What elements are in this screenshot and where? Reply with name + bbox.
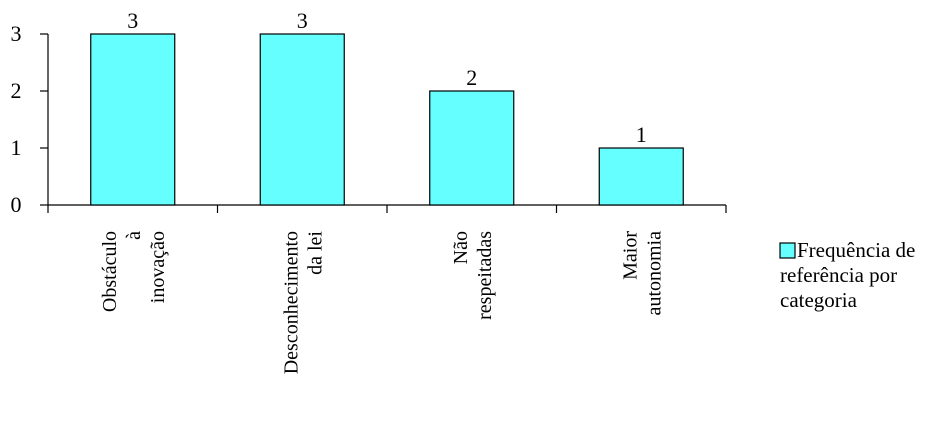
legend-label: referência por <box>780 263 897 287</box>
bars <box>90 33 684 206</box>
category-label: Não respeitadas <box>450 231 496 320</box>
bar <box>598 147 684 206</box>
category-labels: Obstáculo à inovação Desconhecimento da lei N… <box>99 231 666 375</box>
bar <box>429 90 515 206</box>
bar <box>90 33 176 206</box>
category-label-line: autonomia <box>643 231 665 316</box>
category-label-line: respeitadas <box>474 231 496 320</box>
category-label-line: Maior <box>619 231 641 280</box>
bar-value-label: 1 <box>636 122 647 147</box>
bar <box>259 33 345 206</box>
y-tick-label: 0 <box>11 192 22 217</box>
bar-value-label: 3 <box>127 8 138 33</box>
category-label-line: Desconhecimento <box>280 231 302 374</box>
category-label: Desconhecimento da lei <box>280 231 326 375</box>
x-axis <box>47 204 727 213</box>
legend-swatch <box>779 242 796 259</box>
category-label-line: da lei <box>304 231 326 275</box>
y-tick-label: 1 <box>11 135 22 160</box>
legend-label: categoria <box>780 288 858 312</box>
category-label-line: à <box>123 231 145 240</box>
category-label-line: Não <box>450 231 472 264</box>
bar-value-label: 3 <box>297 8 308 33</box>
legend-label: Frequência de <box>797 238 915 262</box>
data-labels: 3 3 2 1 <box>127 8 647 147</box>
y-axis: 0 1 2 3 <box>11 21 49 217</box>
category-label-line: Obstáculo <box>99 231 121 312</box>
category-label-line: inovação <box>147 231 169 303</box>
y-tick-label: 3 <box>11 21 22 46</box>
category-label: Maior autonomia <box>619 231 665 316</box>
category-label: Obstáculo à inovação <box>99 231 169 312</box>
y-tick-label: 2 <box>11 78 22 103</box>
bar-value-label: 2 <box>466 65 477 90</box>
